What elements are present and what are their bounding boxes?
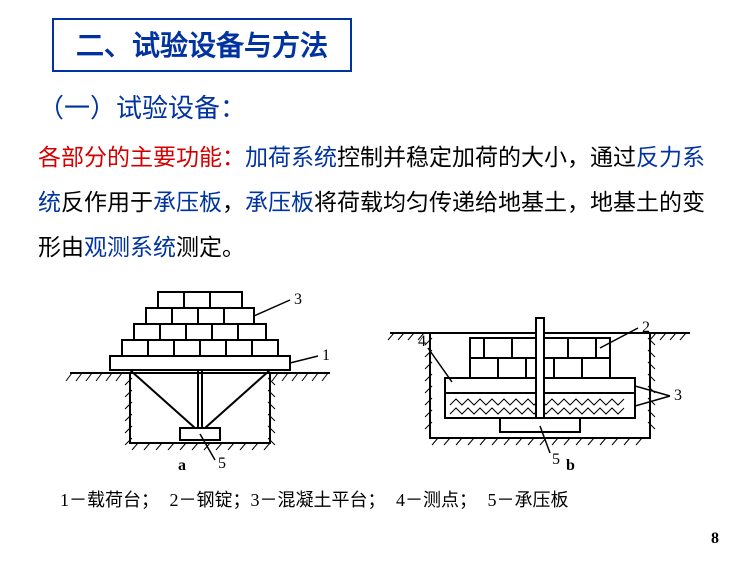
- svg-text:a: a: [178, 457, 186, 474]
- page-number: 8: [711, 530, 719, 548]
- diagram-container: 3 1 5 a: [50, 278, 700, 478]
- text: 控制并稳定加荷的大小，通过: [337, 145, 636, 170]
- svg-text:5: 5: [218, 455, 226, 472]
- svg-text:3: 3: [294, 291, 302, 308]
- text-highlight-red: 各部分的主要功能：: [38, 145, 245, 170]
- text-highlight-blue: 承压板: [245, 190, 314, 215]
- section-title-box: 二、试验设备与方法: [52, 18, 352, 72]
- section-title: 二、试验设备与方法: [76, 30, 328, 61]
- svg-text:5: 5: [552, 451, 560, 468]
- text-highlight-blue: 承压板: [153, 190, 222, 215]
- svg-text:3: 3: [674, 387, 682, 404]
- body-paragraph: 各部分的主要功能：加荷系统控制并稳定加荷的大小，通过反力系统反作用于承压板，承压…: [38, 136, 715, 271]
- equipment-diagram: 3 1 5 a: [50, 278, 700, 478]
- svg-text:b: b: [566, 457, 575, 474]
- svg-text:4: 4: [418, 333, 426, 350]
- diagram-legend: 1－载荷台； 2－钢锭；3－混凝土平台； 4－测点； 5－承压板: [60, 486, 569, 512]
- subsection-title: （一）试验设备：: [38, 88, 246, 125]
- text-highlight-blue: 加荷系统: [245, 145, 337, 170]
- svg-text:1: 1: [322, 347, 330, 364]
- text: 反作用于: [61, 190, 153, 215]
- text: 测定。: [176, 235, 245, 260]
- text-highlight-blue: 观测系统: [84, 235, 176, 260]
- svg-text:2: 2: [642, 319, 650, 336]
- text: ，: [222, 190, 245, 215]
